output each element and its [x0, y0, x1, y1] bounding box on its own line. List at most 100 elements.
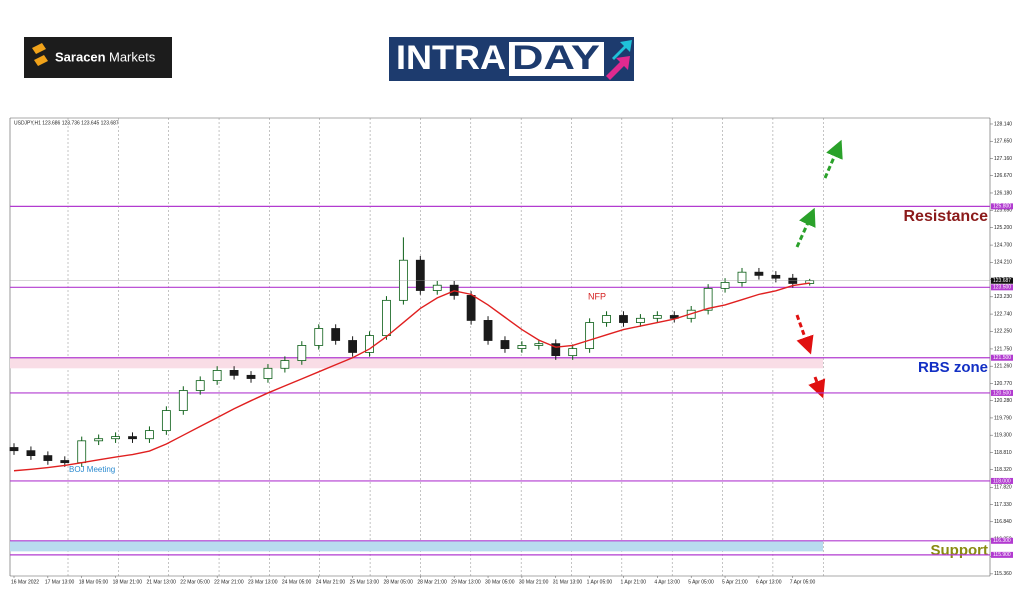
x-tick-label: 17 Mar 13:00: [45, 579, 75, 585]
candle-body: [9, 447, 19, 452]
y-tick-label: 124.210: [994, 260, 1012, 266]
symbol-header: USDJPY,H1 123.686 123.736 123.645 123.68…: [14, 120, 119, 126]
candle-body: [280, 360, 290, 369]
level-tag: [991, 537, 1013, 544]
rbs-label: RBS zone: [918, 359, 988, 376]
candle-body: [432, 284, 442, 291]
level-label: 116.300: [993, 538, 1011, 544]
y-tick-label: 116.840: [994, 519, 1012, 525]
x-tick-label: 5 Apr 05:00: [688, 579, 714, 585]
level-label: 121.500: [993, 355, 1011, 361]
candle-body: [551, 343, 561, 357]
x-tick-label: 24 Mar 21:00: [316, 579, 346, 585]
x-tick-label: 24 Mar 05:00: [282, 579, 312, 585]
y-tick-label: 119.300: [994, 433, 1012, 439]
x-tick-label: 31 Mar 13:00: [553, 579, 583, 585]
candle-body: [212, 370, 222, 382]
moving-average: [13, 282, 810, 472]
level-tag: [991, 284, 1013, 291]
y-tick-label: 120.770: [994, 381, 1012, 387]
candle-body: [145, 430, 154, 440]
level-label: 125.800: [993, 204, 1011, 210]
y-tick-label: 124.700: [994, 242, 1012, 248]
y-tick-label: 123.230: [994, 294, 1012, 300]
y-tick-label: 122.250: [994, 329, 1012, 335]
candle-body: [178, 390, 188, 411]
x-tick-label: 6 Apr 13:00: [756, 579, 782, 585]
x-tick-label: 28 Mar 21:00: [417, 579, 447, 585]
x-tick-label: 18 Mar 21:00: [113, 579, 143, 585]
logo-icon: [32, 43, 48, 66]
level-label: 120.500: [993, 390, 1011, 396]
x-tick-label: 30 Mar 05:00: [485, 579, 515, 585]
candle-body: [348, 340, 358, 353]
candle-body: [43, 455, 53, 461]
resistance-label: Resistance: [904, 208, 989, 225]
candle-body: [415, 259, 425, 291]
x-tick-label: 22 Mar 21:00: [214, 579, 244, 585]
candle-body: [229, 370, 239, 376]
level-tag: [991, 203, 1013, 210]
x-tick-label: 18 Mar 05:00: [79, 579, 109, 585]
y-tick-label: 117.820: [994, 485, 1012, 491]
candle-body: [652, 315, 662, 319]
candle-body: [128, 436, 137, 440]
y-tick-label: 118.810: [994, 450, 1012, 456]
candle-body: [382, 299, 391, 336]
support-label: Support: [931, 542, 989, 559]
arrow-up: [823, 139, 843, 179]
candle-body: [483, 320, 493, 341]
logo-text-bold: Saracen: [55, 49, 106, 64]
candle-body: [534, 343, 544, 346]
candle-body: [297, 345, 307, 361]
x-tick-label: 21 Mar 13:00: [146, 579, 176, 585]
y-tick-label: 127.650: [994, 139, 1012, 145]
candle-body: [585, 322, 595, 349]
candle-body: [500, 340, 510, 349]
zone: [10, 357, 823, 369]
candle-body: [737, 271, 747, 283]
x-tick-label: 23 Mar 13:00: [248, 579, 278, 585]
arrow-down: [808, 376, 826, 399]
candle-body: [703, 287, 713, 311]
x-tick-label: 25 Mar 13:00: [350, 579, 380, 585]
banner-text-2: DAY: [512, 39, 600, 77]
y-tick-label: 119.790: [994, 415, 1012, 421]
boj-label: BOJ Meeting: [69, 465, 115, 474]
banner-arrow-2: [612, 40, 632, 60]
y-tick-label: 117.330: [994, 502, 1012, 508]
candle-body: [568, 348, 578, 357]
candle-body: [195, 380, 205, 391]
y-tick-label: 122.740: [994, 311, 1012, 317]
banner-arrow-1: [606, 56, 630, 80]
y-tick-label: 126.670: [994, 173, 1012, 179]
banner-white: [509, 42, 604, 76]
candle-body: [94, 438, 104, 442]
y-tick-label: 128.140: [994, 121, 1012, 127]
x-tick-label: 16 Mar 2022: [11, 579, 39, 585]
candle-body: [331, 328, 341, 341]
x-tick-label: 30 Mar 21:00: [519, 579, 549, 585]
x-tick-label: 28 Mar 05:00: [383, 579, 413, 585]
current-price-label: 123.687: [993, 278, 1011, 284]
y-tick-label: 120.280: [994, 398, 1012, 404]
x-tick-label: 4 Apr 13:00: [654, 579, 680, 585]
level-tag: [991, 389, 1013, 396]
level-label: 115.900: [993, 552, 1011, 558]
x-tick-label: 1 Apr 21:00: [620, 579, 646, 585]
x-tick-label: 22 Mar 05:00: [180, 579, 210, 585]
logo-text-light: Markets: [109, 49, 156, 64]
level-tag: [991, 477, 1013, 484]
level-tag: [991, 551, 1013, 558]
level-label: 123.500: [993, 285, 1011, 291]
nfp-label: NFP: [588, 291, 606, 301]
candle-body: [398, 259, 408, 301]
candle-body: [636, 317, 645, 323]
candle-body: [314, 328, 324, 346]
y-tick-label: 121.750: [994, 346, 1012, 352]
candle-body: [60, 460, 70, 464]
candle-body: [77, 440, 87, 464]
y-tick-label: 127.160: [994, 156, 1012, 162]
